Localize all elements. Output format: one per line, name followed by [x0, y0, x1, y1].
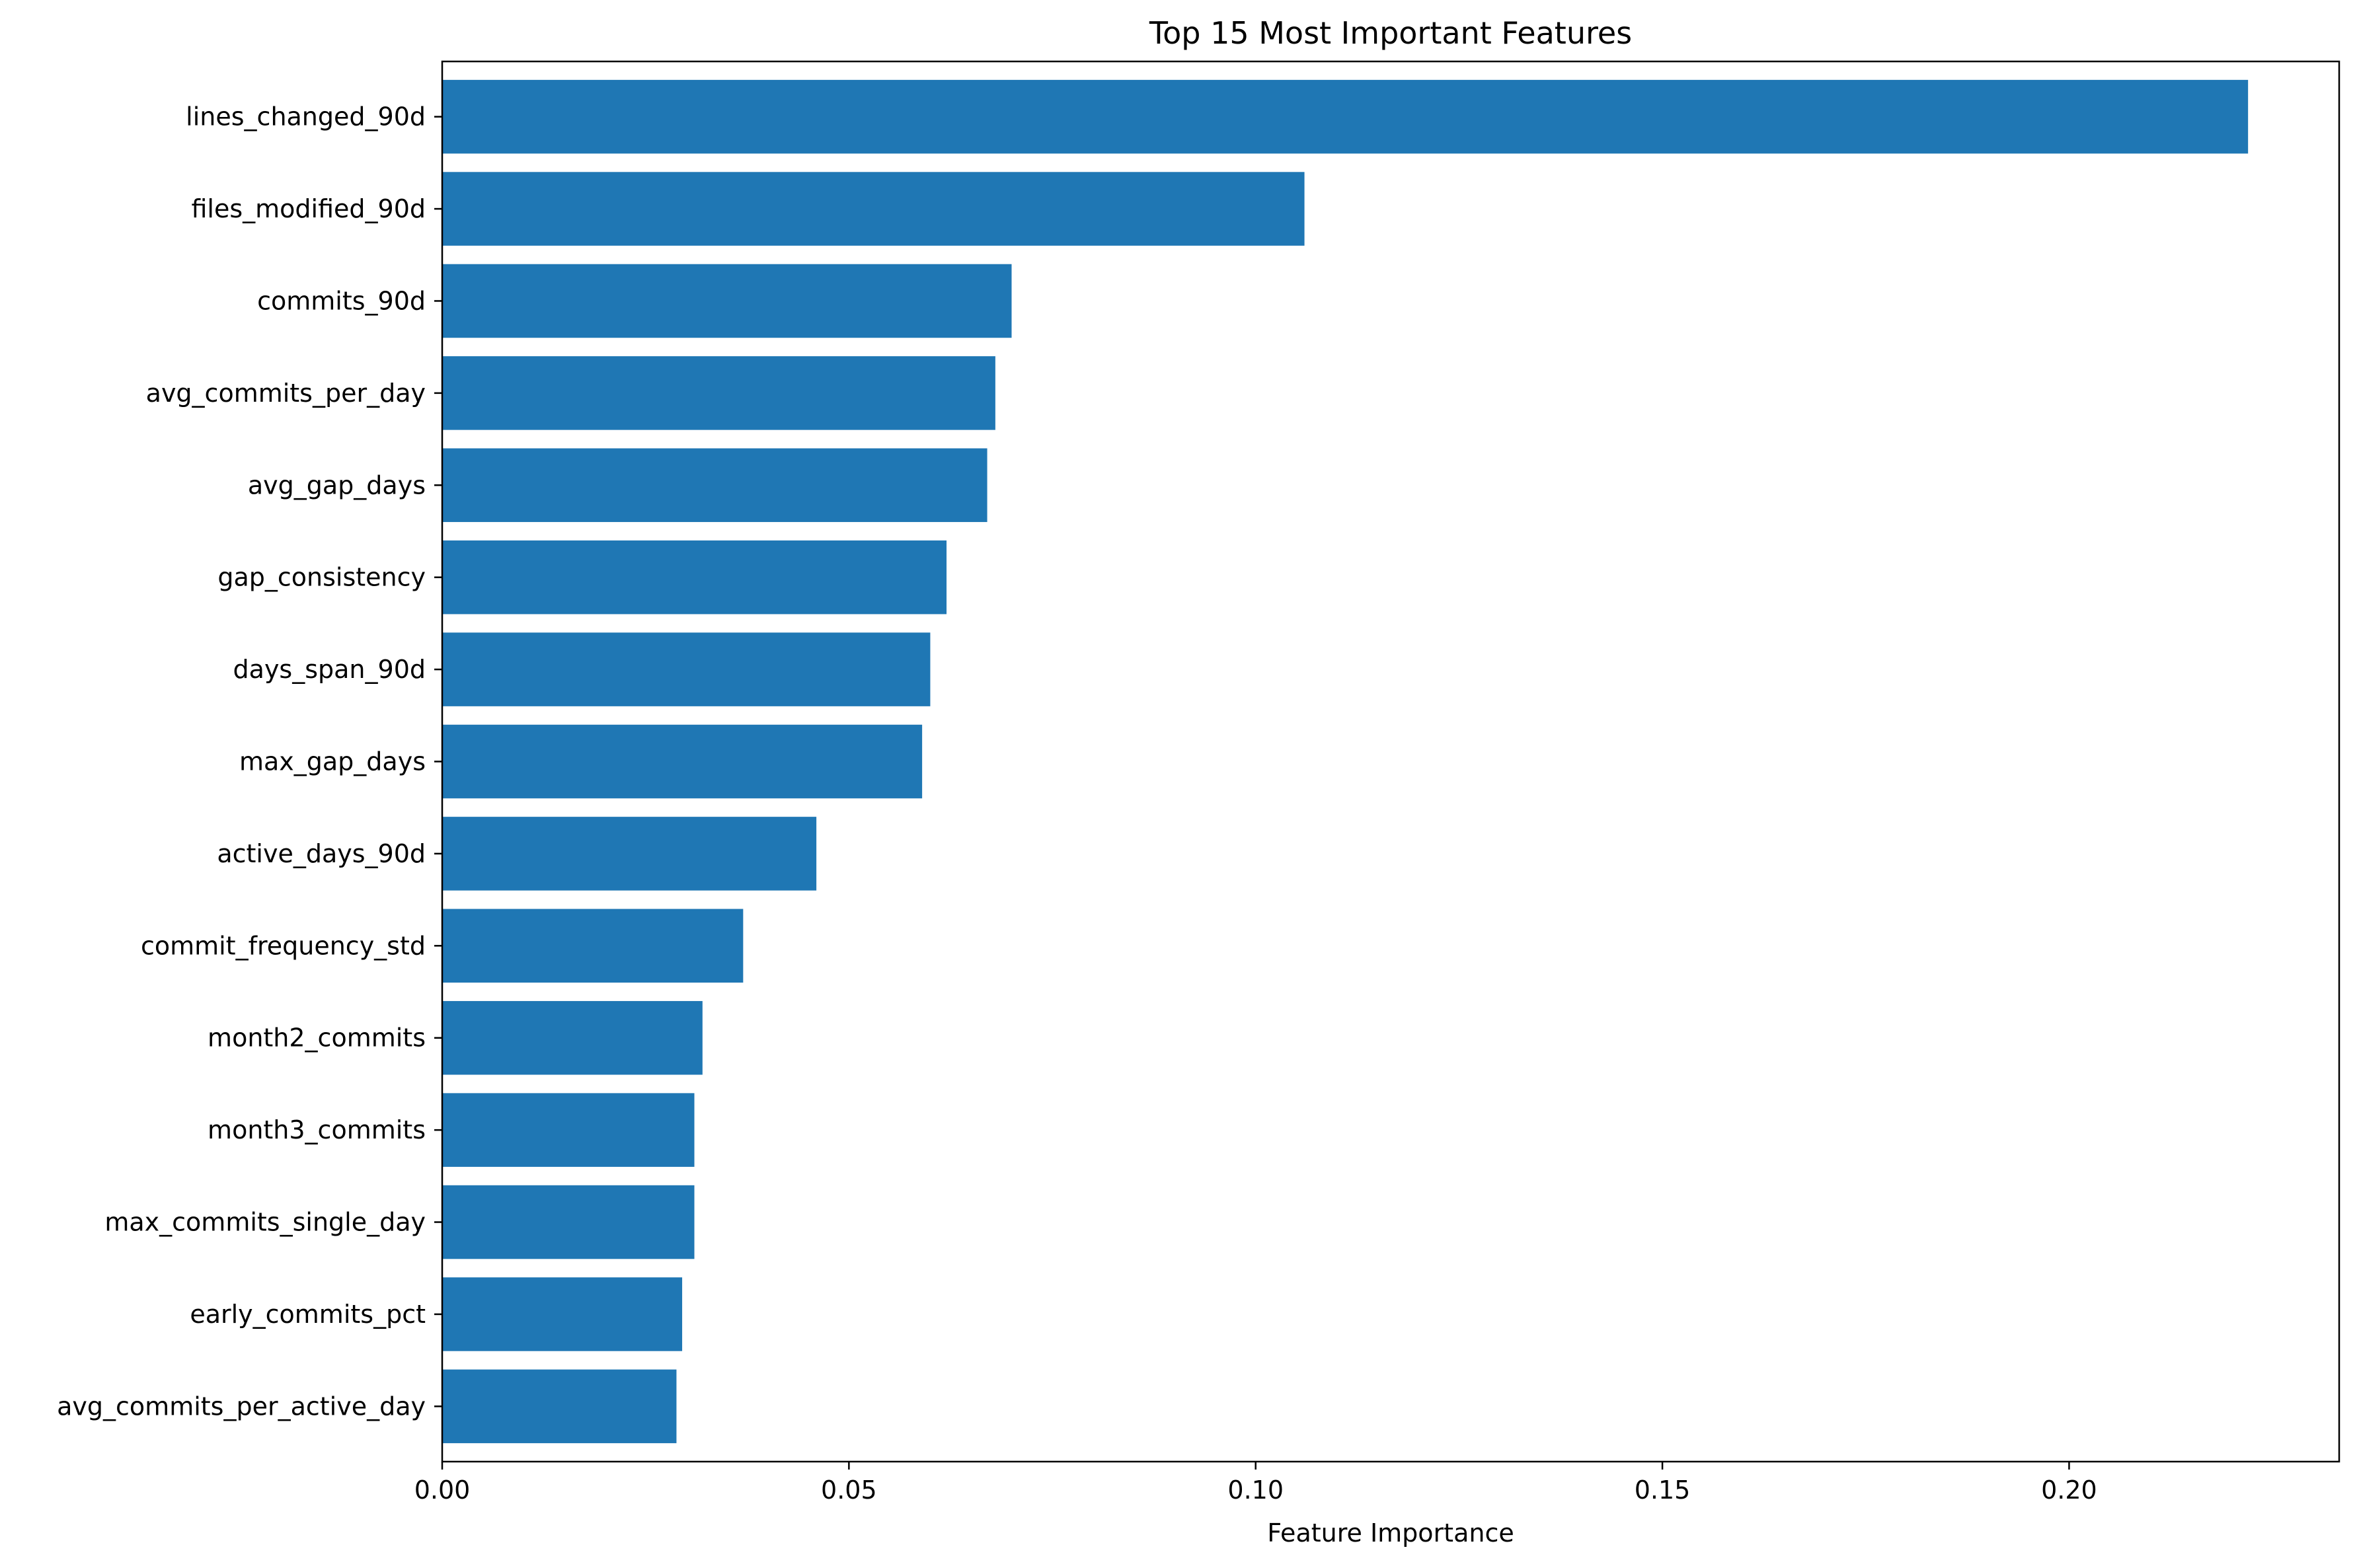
- y-tick-label: early_commits_pct: [190, 1300, 426, 1329]
- bar-avg-gap-days: [442, 448, 987, 523]
- x-axis-ticks: 0.00 0.05 0.10 0.15 0.20: [414, 1462, 2097, 1505]
- bar-commits-90d: [442, 264, 1012, 338]
- bar-lines-changed-90d: [442, 79, 2249, 154]
- x-tick-label: 0.00: [414, 1475, 471, 1505]
- y-tick-label: avg_commits_per_active_day: [57, 1392, 426, 1421]
- bar-month2-commits: [442, 1000, 703, 1075]
- y-tick-label: avg_gap_days: [248, 470, 426, 500]
- y-tick-label: commit_frequency_std: [141, 931, 426, 960]
- y-tick-label: max_commits_single_day: [104, 1208, 426, 1237]
- plot-frame: [441, 60, 2340, 1463]
- x-axis-label: Feature Importance: [1267, 1518, 1514, 1548]
- bar-avg-commits-per-active-day: [442, 1369, 677, 1444]
- y-tick-label: commits_90d: [257, 286, 426, 315]
- x-tick-label: 0.10: [1227, 1475, 1284, 1505]
- y-axis-ticks: lines_changed_90d files_modified_90dcommi…: [57, 102, 442, 1421]
- x-tick-label: 0.15: [1635, 1475, 1691, 1505]
- y-tick-label: days_span_90d: [233, 655, 426, 684]
- bar-gap-consistency: [442, 540, 947, 615]
- bar-max-commits-single-day: [442, 1185, 695, 1259]
- bar-max-gap-days: [442, 724, 923, 799]
- x-tick-label: 0.20: [2041, 1475, 2097, 1505]
- y-tick-label: month2_commits: [208, 1024, 426, 1053]
- x-tick-label: 0.05: [821, 1475, 877, 1505]
- y-tick-label: avg_commits_per_day: [146, 379, 426, 408]
- y-tick-label: lines_changed_90d: [186, 102, 426, 131]
- bar-month3-commits: [442, 1093, 695, 1167]
- y-tick-label: month3_commits: [208, 1115, 426, 1144]
- chart-title: Top 15 Most Important Features: [1149, 15, 1632, 51]
- y-tick-label: active_days_90d: [217, 839, 426, 868]
- y-tick-label: gap_consistency: [217, 563, 426, 592]
- y-tick-label: max_gap_days: [239, 747, 426, 776]
- bars-layer: [442, 79, 2249, 1444]
- bar-days-span-90d: [442, 632, 931, 706]
- bar-commit-frequency-std: [442, 909, 744, 983]
- bar-active-days-90d: [442, 817, 817, 891]
- y-tick-label: files_modified_90d: [191, 194, 426, 223]
- bar-early-commits-pct: [442, 1277, 683, 1351]
- bar-files-modified-90d: [442, 172, 1305, 246]
- bar-avg-commits-per-day: [442, 356, 995, 430]
